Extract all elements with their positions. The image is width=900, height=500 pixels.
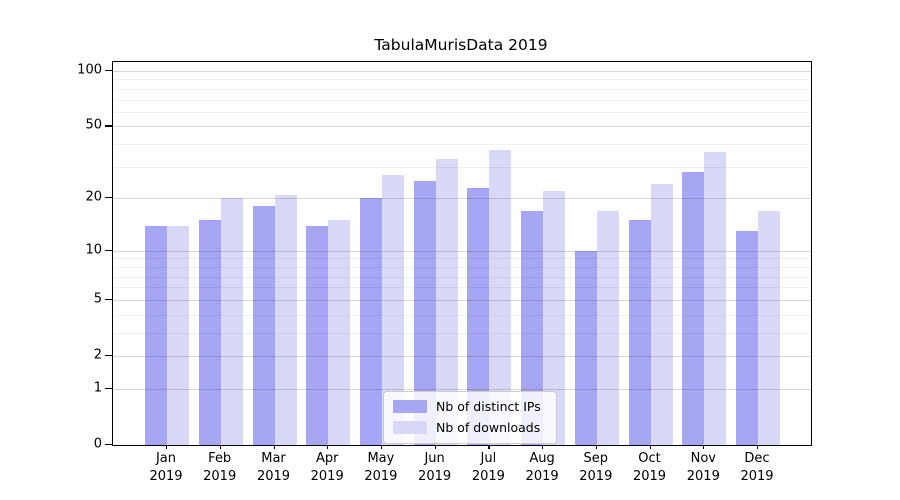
y-tick-mark-0 [105,444,112,446]
bar-distinct-ips-mar [252,206,275,445]
y-tick-label-100: 100 [77,62,102,78]
y-tick-mark-1 [105,387,112,389]
y-tick-mark-10 [105,249,112,251]
y-gridline-100 [113,71,811,72]
bar-distinct-ips-jun [413,181,436,445]
x-tick-label-sep: Sep 2019 [579,451,613,484]
x-tick-mark-feb [219,444,221,449]
bar-downloads-oct [650,184,673,445]
legend-swatch-distinct-ips [393,400,427,413]
x-tick-label-dec: Dec 2019 [740,451,774,484]
legend-entry-distinct-ips: Nb of distinct IPs [393,399,545,414]
x-tick-mark-jan [166,444,168,449]
bar-distinct-ips-feb [198,220,221,445]
bar-downloads-mar [274,194,297,445]
y-gridline-20 [113,198,811,200]
bar-downloads-dec [758,210,780,445]
bar-distinct-ips-jul [467,187,490,445]
bar-distinct-ips-nov [682,172,705,445]
x-tick-label-oct: Oct 2019 [632,451,667,484]
x-tick-label-jun: Jun 2019 [418,451,452,484]
y-tick-label-10: 10 [85,242,102,258]
y-tick-label-50: 50 [85,117,102,133]
bar-downloads-jul [489,150,512,445]
y-tick-mark-20 [105,197,112,199]
y-tick-mark-2 [105,355,112,357]
y-gridline-minor-4 [113,314,811,316]
y-gridline-minor-9 [113,258,811,260]
y-tick-label-5: 5 [93,291,102,307]
y-gridline-minor-8 [113,266,811,268]
y-gridline-minor-7 [113,276,811,278]
bar-downloads-jun [435,159,458,445]
x-tick-label-aug: Aug 2019 [525,451,559,484]
x-tick-mark-nov [703,444,705,449]
y-tick-label-20: 20 [85,189,102,205]
bar-distinct-ips-jan [145,225,167,445]
bar-distinct-ips-may [359,198,382,445]
y-gridline-minor-6 [113,287,811,289]
x-tick-mark-dec [757,444,759,449]
y-tick-label-1: 1 [93,380,102,396]
plot-area: Nb of distinct IPs Nb of downloads [112,61,812,446]
x-tick-mark-aug [542,444,544,449]
bar-downloads-may [381,175,404,445]
y-tick-mark-100 [105,70,112,72]
x-tick-mark-jun [434,444,436,449]
x-tick-label-apr: Apr 2019 [310,451,344,484]
chart-title: TabulaMurisData 2019 [374,36,548,54]
y-tick-label-0: 0 [93,436,102,452]
y-tick-label-2: 2 [93,347,102,363]
y-gridline-50 [113,126,811,128]
legend: Nb of distinct IPs Nb of downloads [383,391,557,444]
y-gridline-minor-40 [113,144,811,146]
x-tick-mark-sep [595,444,597,449]
x-tick-mark-apr [327,444,329,449]
bar-distinct-ips-oct [628,220,651,445]
y-gridline-5 [113,299,811,301]
bar-downloads-aug [543,190,566,445]
y-gridline-minor-60 [113,111,811,113]
x-tick-label-nov: Nov 2019 [686,451,720,484]
y-gridline-minor-90 [113,79,811,81]
legend-swatch-downloads [393,421,427,434]
bar-distinct-ips-dec [736,231,758,445]
bar-distinct-ips-aug [521,210,544,445]
y-gridline-minor-30 [113,166,811,168]
x-tick-label-jul: Jul 2019 [471,451,505,484]
x-tick-mark-may [380,444,383,449]
x-tick-label-mar: Mar 2019 [256,451,291,484]
y-gridline-10 [113,250,811,252]
bar-downloads-apr [328,220,351,445]
y-gridline-1 [113,388,811,390]
y-tick-mark-50 [105,125,112,127]
legend-label-distinct-ips: Nb of distinct IPs [436,399,541,414]
y-gridline-minor-3 [113,332,811,334]
x-tick-label-jan: Jan 2019 [149,451,183,484]
bar-distinct-ips-sep [574,250,597,445]
x-tick-label-feb: Feb 2019 [203,451,237,484]
y-gridline-minor-70 [113,99,811,101]
bar-downloads-sep [596,210,619,445]
x-tick-label-may: May 2019 [364,451,398,484]
x-tick-mark-jul [488,444,490,449]
y-tick-mark-5 [105,298,112,300]
bar-downloads-nov [704,152,727,445]
legend-label-downloads: Nb of downloads [436,420,541,435]
y-gridline-2 [113,356,811,357]
bar-downloads-jan [167,225,189,445]
x-tick-mark-mar [273,444,275,449]
x-tick-mark-oct [649,444,651,449]
bar-distinct-ips-apr [306,225,329,445]
y-gridline-minor-80 [113,88,811,90]
bar-downloads-feb [220,198,243,445]
legend-entry-downloads: Nb of downloads [393,420,545,435]
